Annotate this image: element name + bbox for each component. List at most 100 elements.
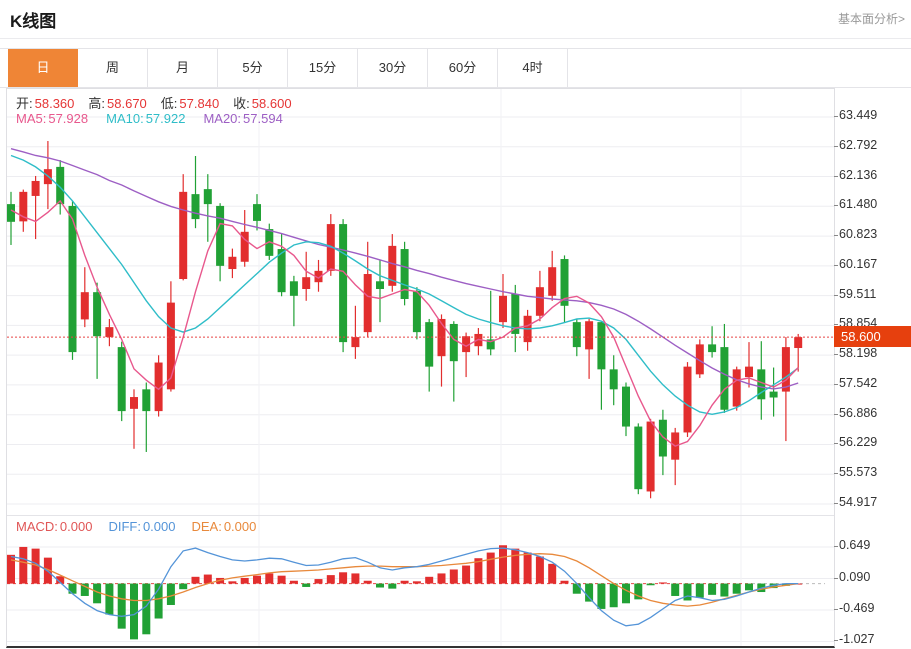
candle-body [732,369,741,407]
macd-bar [80,583,89,596]
macd-bar [339,572,348,584]
price-axis-label: 60.167 [839,257,878,271]
macd-bar [240,577,249,584]
macd-bar [228,581,237,584]
macd-axis-label: 0.090 [839,570,871,584]
macd-bar [572,583,581,594]
macd-bar [191,576,200,584]
fundamental-analysis-link[interactable]: 基本面分析> [837,12,905,26]
macd-bar [314,579,323,584]
price-axis-label: 56.886 [839,406,878,420]
tab-period-2[interactable]: 周 [78,49,148,87]
last-price-badge: 58.600 [834,326,911,347]
candle-body [499,295,507,323]
main-chart-canvas[interactable] [7,89,834,515]
macd-bar [166,583,175,605]
candle-body [376,281,384,290]
candle-body [191,194,200,220]
macd-bar [462,565,471,584]
macd-bar [277,575,286,584]
tab-period-4[interactable]: 5分 [218,49,288,87]
candle-body [609,369,618,390]
candle-body [130,397,138,409]
candle-body [400,249,409,299]
candle-body [769,391,778,398]
candle-body [572,322,581,348]
macd-bar [609,583,618,608]
candle-body [302,277,311,290]
line-series [10,199,799,447]
tab-period-1[interactable]: 日 [8,49,78,87]
page-title: K线图 [10,12,57,31]
panel-divider [7,515,834,516]
macd-bar [671,583,680,596]
macd-chart-canvas[interactable] [7,516,834,646]
macd-bar [449,569,458,584]
macd-bar [105,583,114,615]
candle-body [757,369,766,400]
macd-bar [745,583,753,591]
candle-body [683,366,692,433]
candle-body [7,204,15,222]
price-axis-label: 58.198 [839,346,878,360]
candle-body [658,419,667,457]
macd-bar [412,581,421,584]
macd-bar [597,583,606,609]
macd-axis-label: -0.469 [839,601,875,615]
candle-body [388,245,397,286]
macd-bar [523,552,532,584]
macd-bar [302,583,311,587]
tab-period-6[interactable]: 30分 [358,49,428,87]
macd-bar [695,583,704,598]
price-axis-label: 55.573 [839,465,878,479]
candle-body [781,347,790,392]
candle-body [277,249,286,293]
line-series [10,154,799,416]
price-axis-label: 59.511 [839,287,877,301]
candle-body [634,426,643,490]
macd-bar [400,580,409,584]
macd-bar [634,583,643,600]
tab-period-8[interactable]: 4时 [498,49,568,87]
legend-item: DIFF: 0.000 [108,519,176,534]
tab-period-7[interactable]: 60分 [428,49,498,87]
candle-body [646,421,655,492]
candle-body [794,337,803,349]
candle-body [462,336,471,353]
ohlc-legend: 开: 58.360 高: 58.670 低: 57.840 收: 58.600 [16,93,292,112]
macd-axis-label: -1.027 [839,632,875,646]
line-series [10,547,799,627]
candle-body [622,386,630,427]
candle-body [745,366,753,378]
macd-bar [486,552,495,584]
price-axis-label: 63.449 [839,108,878,122]
macd-bar [658,582,667,584]
candle-body [486,339,495,350]
macd-bar [720,583,729,597]
candle-body [560,259,569,306]
line-series [10,553,799,607]
macd-bar [179,583,188,590]
candle-body [695,344,704,375]
price-axis-label: 62.136 [839,168,878,182]
price-axis-label: 60.823 [839,227,878,241]
tab-period-5[interactable]: 15分 [288,49,358,87]
candle-body [597,322,606,370]
macd-bar [388,583,397,589]
legend-item: 低: 57.840 [160,96,220,111]
candle-body [142,389,151,412]
macd-bar [289,580,298,584]
candle-body [19,191,28,222]
legend-item: MACD: 0.000 [16,519,93,534]
legend-item: 高: 58.670 [88,96,147,111]
macd-bar [646,583,655,586]
macd-bar [203,574,212,584]
macd-bar [499,545,507,584]
legend-item: 开: 58.360 [16,96,75,111]
candle-body [105,327,114,338]
candle-body [363,274,372,333]
tab-period-3[interactable]: 月 [148,49,218,87]
price-axis-label: 54.917 [839,495,878,509]
macd-bar [142,583,151,635]
